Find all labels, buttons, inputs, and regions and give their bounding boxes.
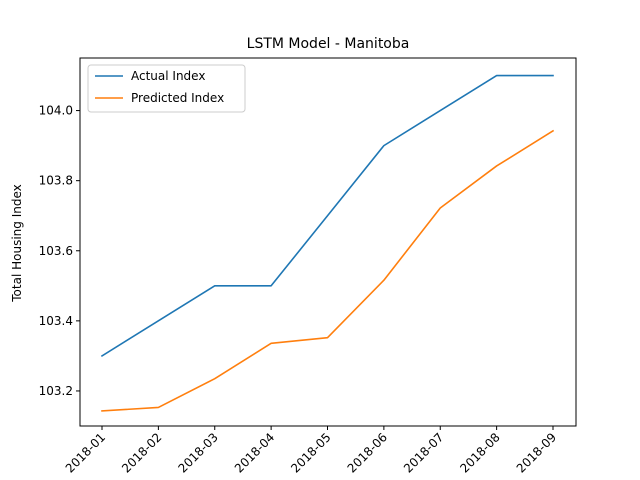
legend: Actual Index Predicted Index [87,64,246,113]
legend-label: Actual Index [131,69,205,83]
legend-label: Predicted Index [131,91,224,105]
plot-frame [79,57,577,427]
y-axis-label: Total Housing Index [10,184,24,302]
y-tick-label: 103.8 [39,174,73,188]
legend-box [87,64,246,113]
y-tick-label: 103.6 [39,244,73,258]
y-tick-label: 103.4 [39,314,73,328]
y-tick-label: 103.2 [39,384,73,398]
chart-title: LSTM Model - Manitoba [247,36,410,52]
y-tick-label: 104.0 [39,104,73,118]
